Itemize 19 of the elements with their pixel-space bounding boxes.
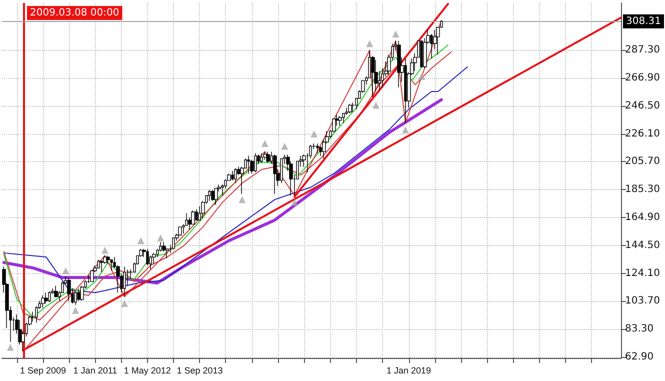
ref-line-label: 2009.03.08 00:00 [30,8,120,18]
y-tick-label: 124.10 [625,268,660,279]
ref-line-label: 308.31 [626,16,661,27]
y-tick-label: 266.90 [625,72,660,84]
y-tick-label: 287.30 [625,44,660,56]
y-tick-label: 62.90 [625,352,654,363]
y-tick-label: 103.70 [625,296,660,307]
y-tick-label: 246.50 [625,100,660,112]
x-tick-label: 1 Sep 2013 [176,366,223,376]
y-tick-label: 144.50 [625,240,660,251]
x-tick-label: 1 May 2012 [124,366,171,376]
y-tick-label: 226.10 [625,128,660,140]
x-tick-label: 1 Sep 2009 [20,366,66,376]
y-tick-label: 164.90 [625,212,660,224]
y-tick-label: 185.30 [625,184,660,196]
x-tick-label: 1 Jan 2011 [73,366,118,376]
y-tick-label: 205.70 [625,156,660,168]
y-tick-label: 83.30 [625,324,654,335]
x-tick-label: 1 Jan 2019 [386,366,432,376]
